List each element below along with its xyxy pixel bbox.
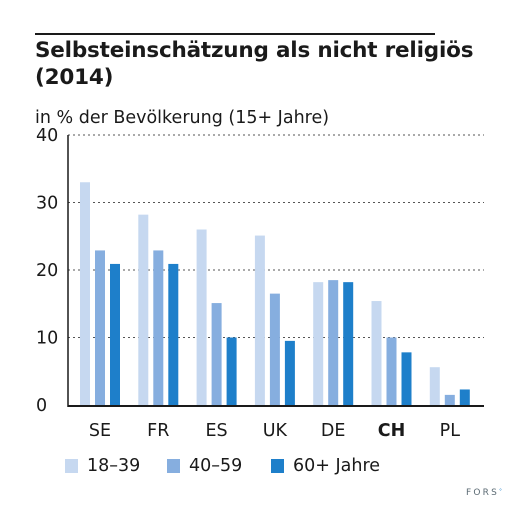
bar <box>110 263 120 405</box>
bar <box>429 367 440 405</box>
x-tick-label: PL <box>440 421 461 441</box>
legend-swatch-60-plus <box>271 459 284 473</box>
bar <box>80 182 90 405</box>
bar <box>254 235 265 405</box>
x-tick-label: FR <box>147 421 169 441</box>
y-tick-label: 20 <box>36 261 58 281</box>
bar <box>328 280 339 405</box>
bar <box>343 282 354 405</box>
grid <box>68 134 484 338</box>
legend-label: 40–59 <box>189 456 243 476</box>
x-axis-labels: SE FR ES UK DE CH PL <box>89 421 460 441</box>
bar <box>153 250 164 405</box>
x-tick-label: DE <box>321 421 346 441</box>
legend-label: 18–39 <box>87 456 141 476</box>
y-tick-label: 10 <box>36 329 58 349</box>
bar <box>284 340 295 405</box>
bar <box>459 389 470 405</box>
y-tick-label: 40 <box>36 126 58 146</box>
title-rule <box>35 33 435 35</box>
bar <box>226 337 237 405</box>
bar <box>138 214 149 405</box>
legend-swatch-18-39 <box>65 459 78 473</box>
bar <box>269 293 280 405</box>
y-tick-label: 0 <box>36 396 47 416</box>
bar <box>401 352 412 405</box>
bar <box>95 250 105 405</box>
x-tick-label: CH <box>378 421 406 441</box>
bars <box>80 182 470 405</box>
bar <box>168 263 179 405</box>
bar <box>196 229 207 405</box>
bar <box>313 282 324 405</box>
bar <box>371 301 382 405</box>
bar <box>386 337 397 405</box>
chart-subtitle: in % der Bevölkerung (15+ Jahre) <box>35 108 330 128</box>
y-tick-label: 30 <box>36 194 58 214</box>
legend-swatch-40-59 <box>167 459 180 473</box>
y-axis: 0 10 20 30 40 <box>36 126 484 416</box>
x-tick-label: SE <box>89 421 111 441</box>
legend-label: 60+ Jahre <box>293 456 381 476</box>
x-tick-label: ES <box>206 421 228 441</box>
bar <box>211 303 222 405</box>
fors-logo: FORS° <box>466 488 503 498</box>
chart-title: Selbsteinschätzung als nicht religiös (2… <box>35 38 474 90</box>
bar <box>444 394 455 405</box>
x-tick-label: UK <box>263 421 288 441</box>
